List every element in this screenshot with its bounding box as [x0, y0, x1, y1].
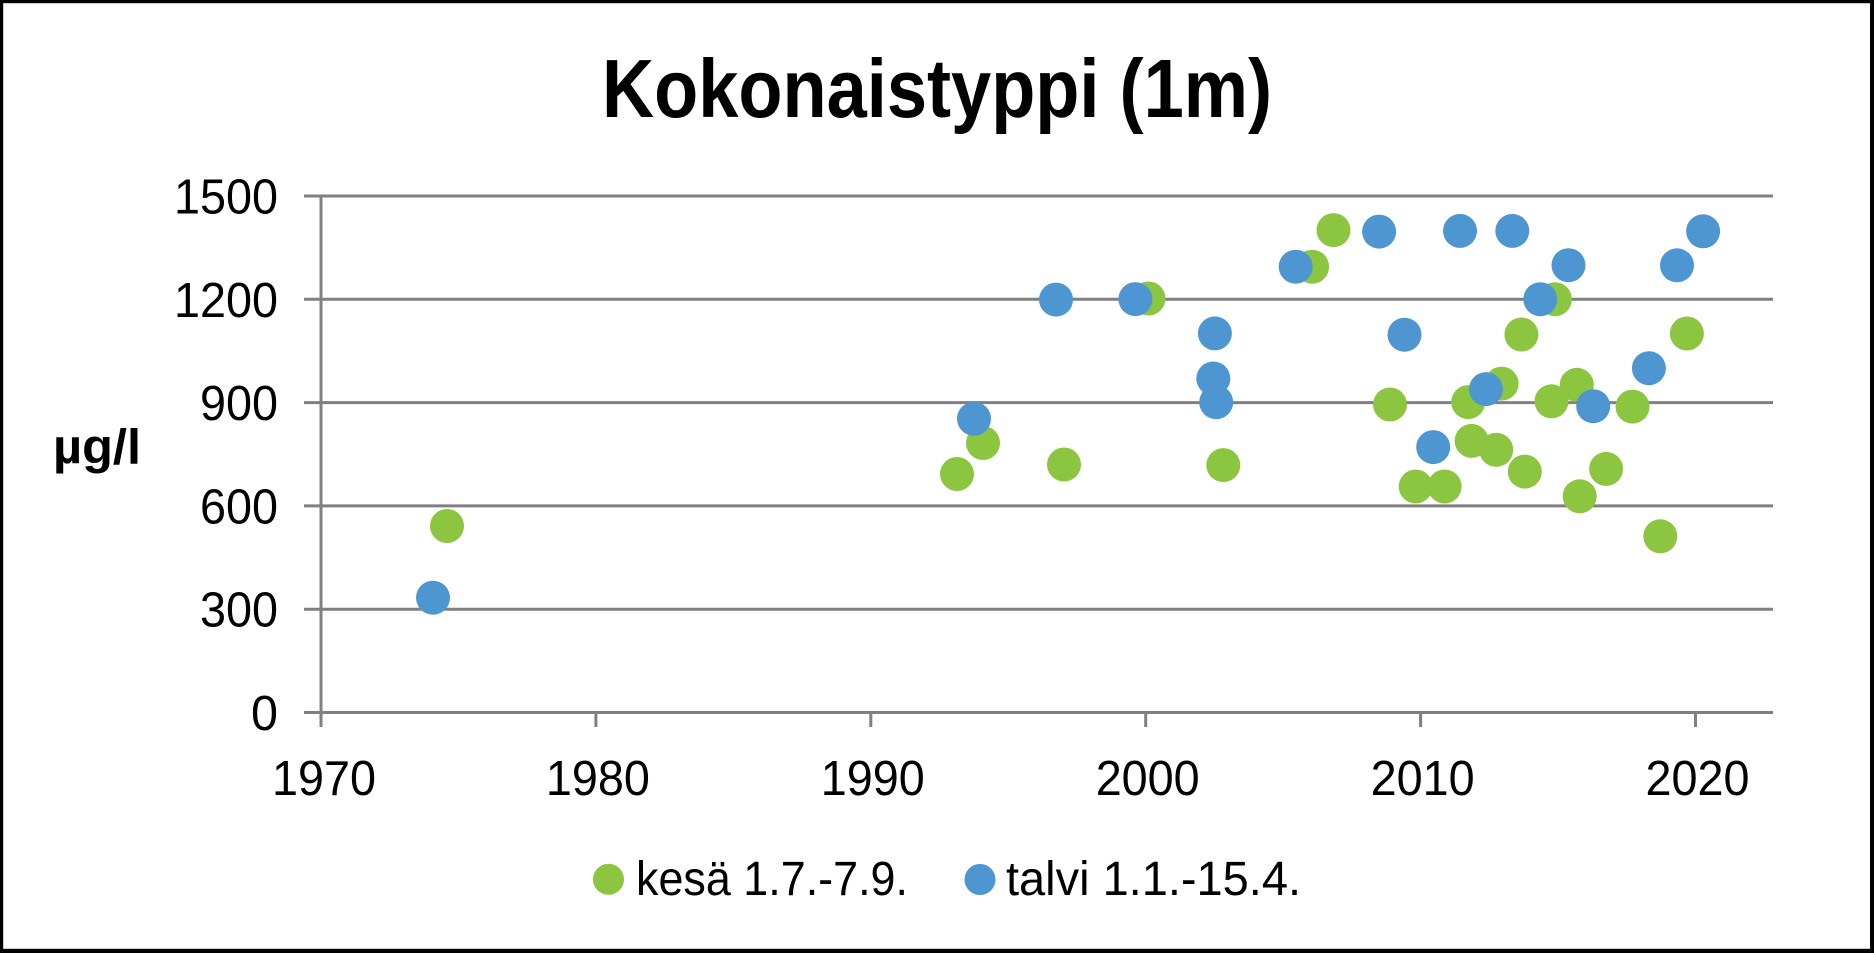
svg-text:1980: 1980 — [546, 752, 650, 806]
svg-text:0: 0 — [251, 687, 278, 741]
svg-text:Kokonaistyppi (1m): Kokonaistyppi (1m) — [602, 42, 1272, 135]
svg-text:1500: 1500 — [174, 171, 278, 225]
svg-text:talvi 1.1.-15.4.: talvi 1.1.-15.4. — [1006, 853, 1301, 906]
svg-text:kesä 1.7.-7.9.: kesä 1.7.-7.9. — [636, 853, 908, 906]
svg-text:1970: 1970 — [272, 752, 376, 806]
svg-text:600: 600 — [200, 480, 278, 534]
svg-text:300: 300 — [200, 584, 278, 638]
svg-text:900: 900 — [200, 377, 278, 431]
svg-text:2000: 2000 — [1096, 752, 1200, 806]
svg-text:2020: 2020 — [1646, 752, 1750, 806]
svg-text:µg/l: µg/l — [53, 421, 141, 475]
svg-text:1990: 1990 — [821, 752, 925, 806]
svg-text:1200: 1200 — [174, 274, 278, 328]
svg-text:2010: 2010 — [1371, 752, 1475, 806]
